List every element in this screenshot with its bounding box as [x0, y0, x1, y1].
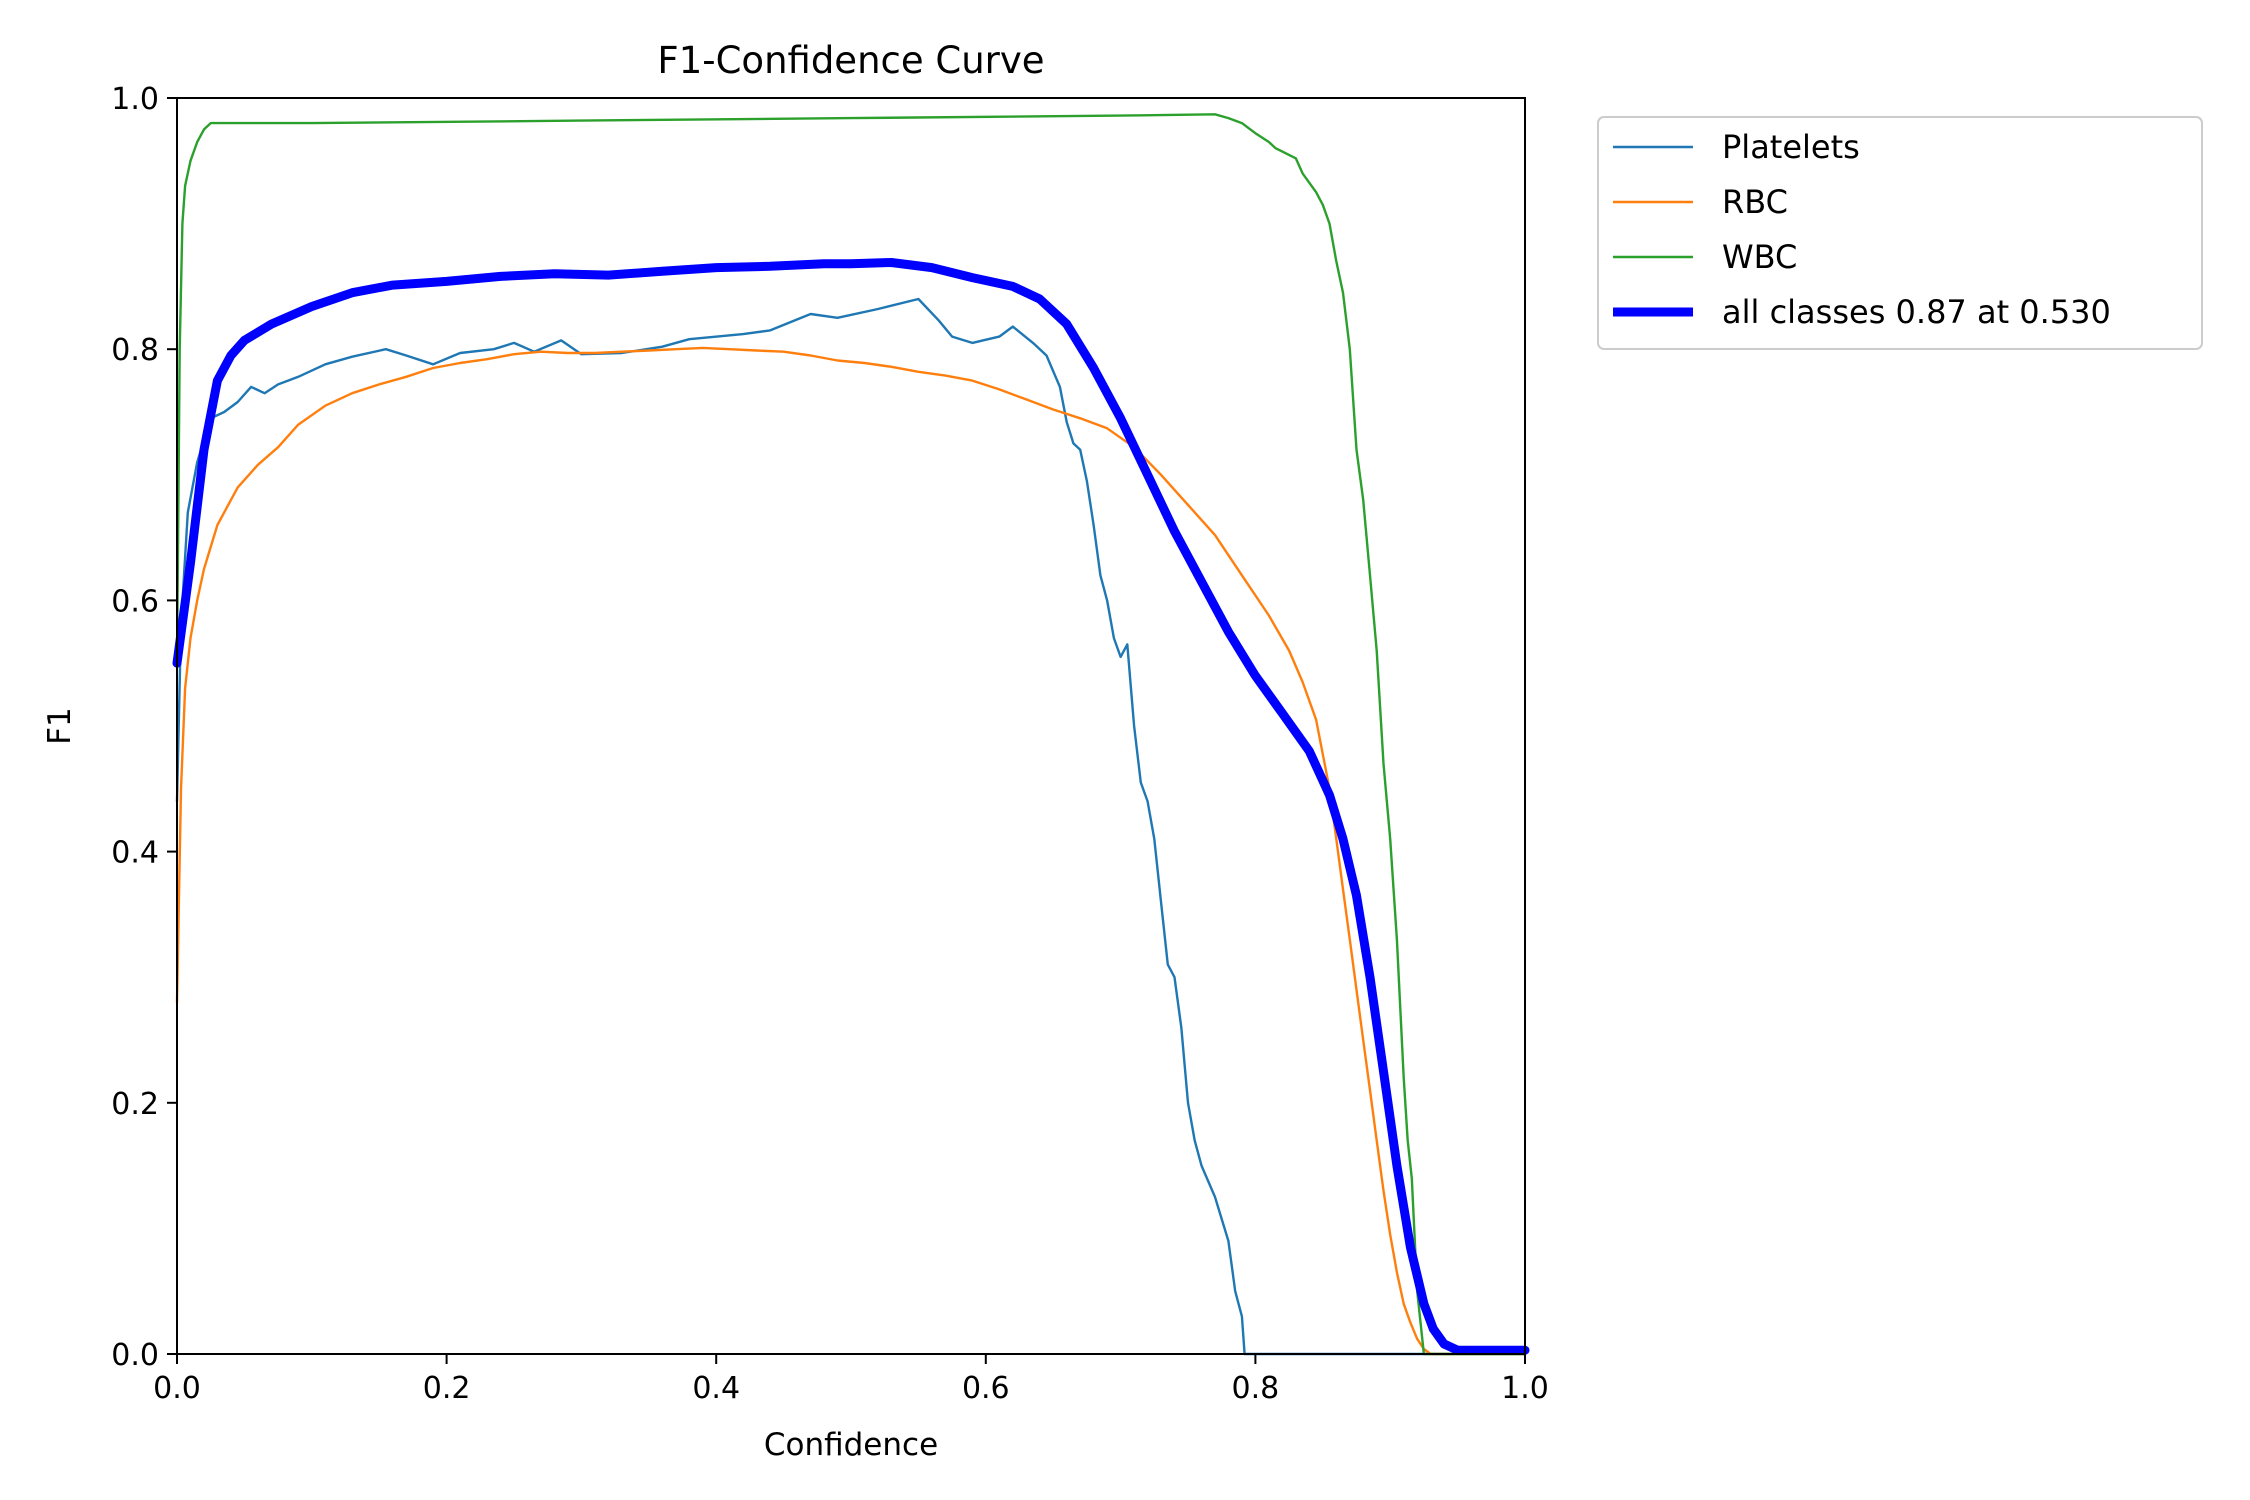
- series-line-2: [175, 113, 1527, 1356]
- x-tick-label: 0.4: [692, 1371, 740, 1406]
- legend-label: RBC: [1722, 183, 1788, 221]
- y-axis: 0.0 0.2 0.4 0.6 0.8 1.0: [111, 82, 177, 1373]
- legend-label: WBC: [1722, 238, 1797, 276]
- y-tick-label: 0.2: [111, 1087, 159, 1122]
- plot-frame: [176, 97, 1526, 1355]
- chart-title: F1-Confidence Curve: [657, 39, 1044, 82]
- legend-entries: Platelets RBC WBC all classes 0.87 at 0.530: [1613, 128, 2111, 331]
- y-tick-label: 0.0: [111, 1338, 159, 1373]
- y-tick-label: 1.0: [111, 82, 159, 117]
- series-line-1: [175, 346, 1527, 1356]
- x-tick-label: 0.2: [423, 1371, 471, 1406]
- y-axis-label: F1: [42, 707, 78, 745]
- x-tick-label: 0.0: [153, 1371, 201, 1406]
- x-axis: 0.0 0.2 0.4 0.6 0.8 1.0: [153, 1354, 1549, 1406]
- x-tick-label: 0.8: [1232, 1371, 1280, 1406]
- series-line-3: [172, 258, 1530, 1355]
- legend-label: Platelets: [1722, 128, 1860, 166]
- x-tick-label: 0.6: [962, 1371, 1010, 1406]
- legend-box: [1597, 116, 2203, 350]
- x-tick-label: 1.0: [1501, 1371, 1549, 1406]
- y-tick-label: 0.8: [111, 333, 159, 368]
- y-tick-label: 0.4: [111, 836, 159, 871]
- series-line-0: [175, 297, 1527, 1356]
- x-axis-label: Confidence: [764, 1427, 938, 1463]
- y-tick-label: 0.6: [111, 584, 159, 619]
- legend: Platelets RBC WBC all classes 0.87 at 0.530: [1597, 116, 2203, 350]
- plot-series: [172, 113, 1530, 1356]
- legend-label: all classes 0.87 at 0.530: [1722, 293, 2111, 331]
